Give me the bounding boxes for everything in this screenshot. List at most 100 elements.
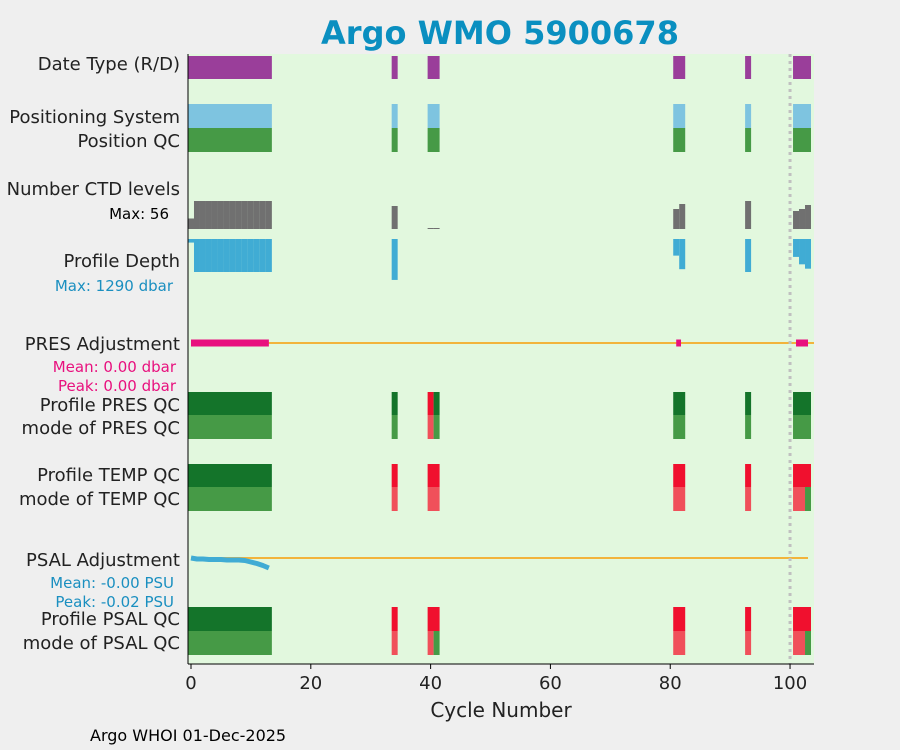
- temp_prof_qc-segment: [745, 464, 752, 487]
- psal_prof_qc-segment: [391, 607, 398, 631]
- x-axis-ticks: 0 20 40 60 80 100: [185, 664, 807, 694]
- ctd-level-bar: [259, 201, 266, 229]
- ctd-level-bar: [235, 201, 242, 229]
- temp_mode_qc-segment: [673, 487, 686, 511]
- annotation-depth-max: Max: 1290 dbar: [55, 277, 174, 295]
- profile-depth-bar: [679, 239, 686, 270]
- profile-depth-bar: [745, 239, 752, 272]
- x-tick-label: 80: [659, 673, 682, 694]
- psal_prof_qc-segment: [427, 607, 440, 631]
- psal_prof_qc-segment: [745, 607, 752, 631]
- temp_mode_qc-segment: [793, 487, 806, 511]
- pos_qc-segment: [427, 128, 440, 152]
- date_type-segment: [427, 56, 440, 79]
- psal_mode_qc-segment: [433, 631, 440, 655]
- row-label-pres-adj: PRES Adjustment: [25, 334, 180, 355]
- pres-adjustment-bar: [190, 339, 269, 347]
- x-axis-label: Cycle Number: [430, 698, 572, 722]
- profile-depth-bar: [193, 239, 200, 272]
- annotation-pres-peak: Peak: 0.00 dbar: [58, 377, 177, 395]
- profile-depth-bar: [229, 239, 236, 272]
- ctd-level-bar: [223, 201, 230, 229]
- pres_mode_qc-segment: [433, 415, 440, 439]
- ctd-level-bar: [193, 201, 200, 229]
- pos_qc-segment: [745, 128, 752, 152]
- row-label-ctd: Number CTD levels: [7, 179, 180, 200]
- psal_mode_qc-segment: [391, 631, 398, 655]
- pos_system-segment: [427, 104, 440, 128]
- temp_prof_qc-segment: [391, 464, 398, 487]
- chart-title: Argo WMO 5900678: [321, 14, 679, 52]
- temp_prof_qc-segment: [427, 464, 440, 487]
- pos_qc-segment: [793, 128, 812, 152]
- profile-depth-bar: [799, 239, 806, 265]
- pres_mode_qc-segment: [745, 415, 752, 439]
- pres_prof_qc-segment: [188, 392, 272, 415]
- profile-depth-bar: [223, 239, 230, 272]
- pos_qc-segment: [391, 128, 398, 152]
- date_type-segment: [391, 56, 398, 79]
- psal_mode_qc-segment: [745, 631, 752, 655]
- pos_system-segment: [793, 104, 812, 128]
- date_type-segment: [793, 56, 812, 79]
- temp_mode_qc-segment: [805, 487, 812, 511]
- psal_mode_qc-segment: [805, 631, 812, 655]
- temp_prof_qc-segment: [188, 464, 272, 487]
- date_type-segment: [188, 56, 272, 79]
- row-label-depth: Profile Depth: [63, 251, 180, 272]
- x-tick-label: 0: [185, 673, 196, 694]
- profile-depth-bar: [673, 239, 680, 256]
- pos_system-segment: [188, 104, 272, 128]
- psal_mode_qc-segment: [673, 631, 686, 655]
- row-label-pos-system: Positioning System: [9, 107, 180, 128]
- profile-depth-bar: [265, 239, 272, 272]
- psal_prof_qc-segment: [673, 607, 686, 631]
- annotation-psal-peak: Peak: -0.02 PSU: [55, 593, 174, 611]
- psal_prof_qc-segment: [793, 607, 812, 631]
- profile-depth-bar: [241, 239, 248, 272]
- annotation-pres-mean: Mean: 0.00 dbar: [53, 358, 177, 376]
- row-label-pres-prof-qc: Profile PRES QC: [40, 395, 180, 416]
- row-labels: Date Type (R/D) Positioning System Positio…: [7, 54, 180, 654]
- profile-depth-bar: [235, 239, 242, 272]
- ctd-level-bar: [265, 201, 272, 229]
- profile-depth-bar: [805, 239, 812, 269]
- x-tick-label: 40: [419, 673, 442, 694]
- annotation-ctd-max: Max: 56: [109, 205, 169, 223]
- profile-depth-bar: [217, 239, 224, 272]
- date_type-segment: [745, 56, 752, 79]
- profile-depth-bar: [259, 239, 266, 272]
- pres_prof_qc-segment: [745, 392, 752, 415]
- profile-depth-bar: [247, 239, 254, 272]
- pres_mode_qc-segment: [427, 415, 434, 439]
- row-label-pos-qc: Position QC: [77, 131, 180, 152]
- footer-credit: Argo WHOI 01-Dec-2025: [90, 726, 286, 745]
- profile-depth-bar: [205, 239, 212, 272]
- ctd-level-bar: [799, 209, 806, 229]
- ctd-level-bar: [391, 206, 398, 229]
- temp_mode_qc-segment: [391, 487, 398, 511]
- ctd-level-bar: [199, 201, 206, 229]
- profile-depth-bar: [199, 239, 206, 272]
- profile-depth-bar: [211, 239, 218, 272]
- pres_prof_qc-segment: [433, 392, 440, 415]
- row-label-pres-mode-qc: mode of PRES QC: [22, 418, 180, 439]
- pres_mode_qc-segment: [391, 415, 398, 439]
- x-axis: [187, 54, 814, 665]
- row-label-psal-mode-qc: mode of PSAL QC: [23, 633, 180, 654]
- pres-adjustment-bar: [676, 339, 682, 347]
- temp_mode_qc-segment: [745, 487, 752, 511]
- psal_mode_qc-segment: [427, 631, 434, 655]
- plot-area: [188, 54, 814, 664]
- ctd-level-bar: [229, 201, 236, 229]
- pres_prof_qc-segment: [391, 392, 398, 415]
- row-label-psal-prof-qc: Profile PSAL QC: [41, 609, 180, 630]
- row-label-temp-prof-qc: Profile TEMP QC: [37, 465, 180, 486]
- ctd-level-bar: [188, 218, 194, 229]
- row-label-date-type: Date Type (R/D): [38, 54, 180, 75]
- profile-depth-bar: [793, 239, 800, 257]
- row-label-temp-mode-qc: mode of TEMP QC: [19, 489, 180, 510]
- ctd-level-bar: [793, 211, 800, 229]
